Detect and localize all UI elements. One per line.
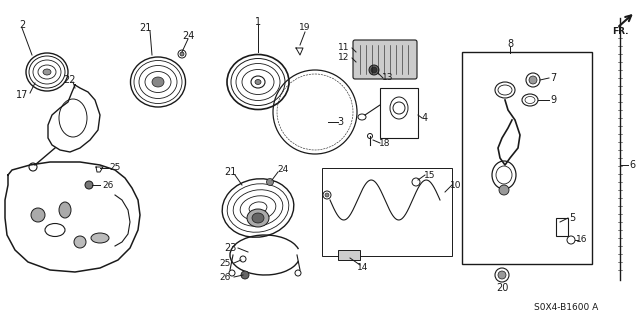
Bar: [556, 218, 568, 236]
Text: 17: 17: [16, 90, 28, 100]
FancyBboxPatch shape: [353, 40, 417, 79]
Text: 24: 24: [182, 31, 194, 41]
Text: 25: 25: [220, 259, 230, 268]
Circle shape: [266, 179, 273, 186]
Bar: [338, 250, 360, 260]
Bar: [462, 52, 592, 264]
Text: 1: 1: [255, 17, 261, 27]
Circle shape: [499, 185, 509, 195]
Ellipse shape: [91, 233, 109, 243]
Circle shape: [31, 208, 45, 222]
Text: 20: 20: [496, 283, 508, 293]
Text: 26: 26: [102, 180, 114, 189]
Text: 6: 6: [629, 160, 635, 170]
Text: 21: 21: [139, 23, 151, 33]
Text: FR.: FR.: [612, 28, 628, 36]
Text: 23: 23: [224, 243, 236, 253]
Ellipse shape: [247, 209, 269, 227]
Ellipse shape: [43, 69, 51, 75]
Text: 12: 12: [338, 53, 349, 62]
Circle shape: [74, 236, 86, 248]
Ellipse shape: [255, 79, 261, 84]
Circle shape: [371, 67, 377, 73]
Text: 21: 21: [224, 167, 236, 177]
Text: 24: 24: [277, 165, 289, 174]
Circle shape: [85, 181, 93, 189]
Text: S0X4-B1600 A: S0X4-B1600 A: [534, 302, 598, 311]
Circle shape: [241, 271, 249, 279]
Text: 9: 9: [550, 95, 556, 105]
Circle shape: [529, 76, 537, 84]
Text: 25: 25: [109, 164, 121, 172]
Bar: [322, 168, 452, 256]
Circle shape: [369, 65, 379, 75]
Text: 4: 4: [422, 113, 428, 123]
Text: 22: 22: [64, 75, 76, 85]
Circle shape: [180, 52, 184, 56]
Text: 11: 11: [337, 44, 349, 52]
Text: 3: 3: [337, 117, 343, 127]
Text: 10: 10: [451, 180, 461, 189]
Text: 7: 7: [550, 73, 556, 83]
Text: 5: 5: [569, 213, 575, 223]
Text: 26: 26: [220, 273, 230, 282]
Circle shape: [498, 271, 506, 279]
Text: 18: 18: [380, 139, 391, 148]
Text: 8: 8: [507, 39, 513, 49]
Bar: [380, 88, 418, 138]
Ellipse shape: [152, 77, 164, 87]
Ellipse shape: [252, 213, 264, 223]
Text: 16: 16: [576, 236, 588, 244]
Text: 14: 14: [357, 263, 369, 273]
Text: 13: 13: [382, 74, 394, 83]
Text: 15: 15: [424, 171, 436, 180]
Ellipse shape: [59, 202, 71, 218]
Text: 2: 2: [19, 20, 25, 30]
Circle shape: [325, 193, 329, 197]
Text: 19: 19: [300, 23, 311, 33]
